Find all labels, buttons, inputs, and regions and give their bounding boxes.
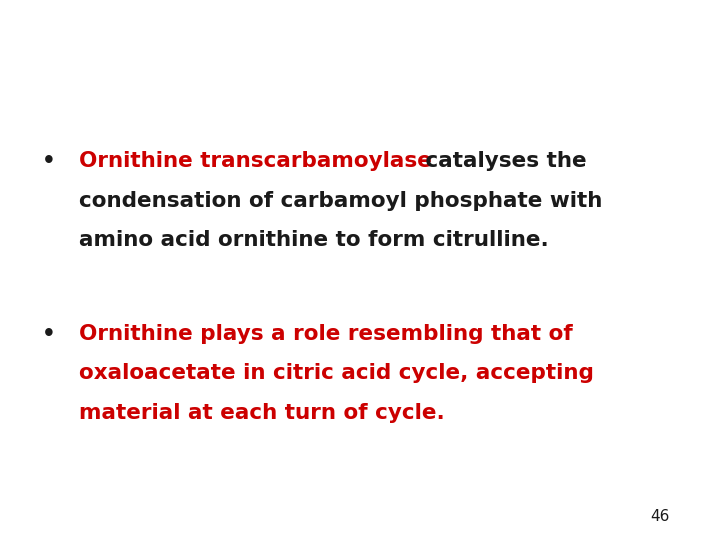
Text: •: • xyxy=(42,151,55,171)
Text: •: • xyxy=(42,324,55,344)
Text: condensation of carbamoyl phosphate with: condensation of carbamoyl phosphate with xyxy=(79,191,603,211)
Text: Ornithine transcarbamoylase: Ornithine transcarbamoylase xyxy=(79,151,432,171)
Text: oxaloacetate in citric acid cycle, accepting: oxaloacetate in citric acid cycle, accep… xyxy=(79,363,594,383)
Text: material at each turn of cycle.: material at each turn of cycle. xyxy=(79,403,445,423)
Text: amino acid ornithine to form citrulline.: amino acid ornithine to form citrulline. xyxy=(79,230,549,250)
Text: Ornithine plays a role resembling that of: Ornithine plays a role resembling that o… xyxy=(79,324,573,344)
Text: catalyses the: catalyses the xyxy=(418,151,586,171)
Text: 46: 46 xyxy=(650,509,670,524)
